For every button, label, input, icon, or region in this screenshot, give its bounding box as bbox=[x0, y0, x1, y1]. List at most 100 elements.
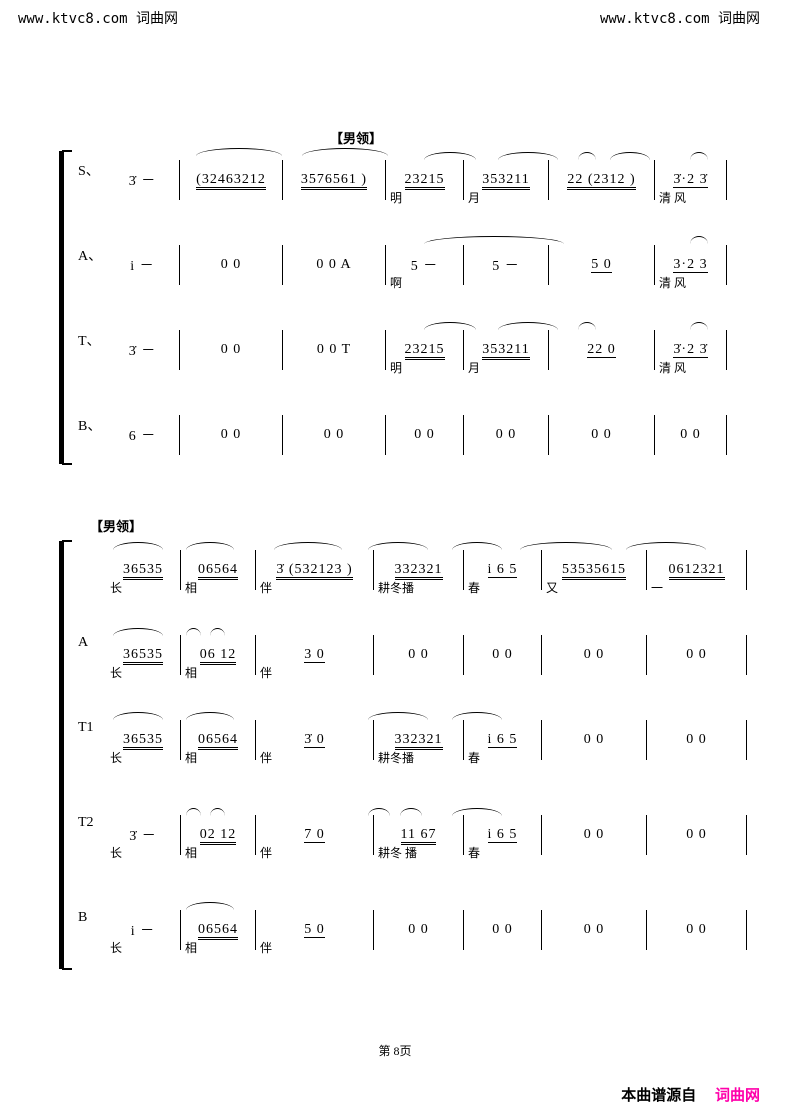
notation: 0 0 bbox=[492, 647, 513, 663]
part-label: T2 bbox=[78, 815, 94, 831]
notation: 0 0 bbox=[591, 427, 612, 443]
lyric bbox=[283, 188, 386, 206]
lyric-row: 长相伴 bbox=[106, 938, 768, 956]
lyric-row: 长相伴耕冬播春又一 bbox=[106, 578, 768, 596]
lyric: 伴 bbox=[256, 578, 374, 596]
slur bbox=[520, 542, 612, 550]
notation: 06564 bbox=[198, 732, 238, 748]
measure: 0 0 bbox=[283, 415, 386, 455]
slur bbox=[113, 542, 163, 550]
notation: 0 0 bbox=[221, 427, 242, 443]
notation: 11 67 bbox=[401, 827, 437, 843]
part-label: T、 bbox=[78, 330, 101, 350]
watermark-right: www.ktvc8.com 词曲网 bbox=[600, 8, 760, 28]
notation: 353211 bbox=[482, 172, 529, 188]
notation: 3̇ － bbox=[129, 170, 157, 190]
slur bbox=[186, 542, 234, 550]
lyric: 又 bbox=[542, 578, 647, 596]
lyric: 清 风 bbox=[655, 188, 727, 206]
lyric: 清 风 bbox=[655, 273, 727, 291]
lyric: 清 风 bbox=[655, 358, 727, 376]
music-system-2: 36535065643̇ (532123 )332321i 6 55353561… bbox=[68, 540, 768, 970]
lyric bbox=[374, 663, 464, 681]
lyric bbox=[549, 358, 655, 376]
notation: 06 12 bbox=[200, 647, 237, 663]
measure-row: 6 － 0 0 0 0 0 0 0 0 0 0 0 0 bbox=[106, 415, 768, 455]
lyric bbox=[106, 188, 180, 206]
notation: 0 0 bbox=[686, 922, 707, 938]
slur bbox=[452, 542, 502, 550]
slur bbox=[578, 322, 596, 330]
notation: 5 － bbox=[492, 255, 520, 275]
notation: 36535 bbox=[123, 732, 163, 748]
notation: 06564 bbox=[198, 922, 238, 938]
lyric bbox=[647, 748, 747, 766]
section-label-1: 【男领】 bbox=[330, 128, 382, 147]
slur bbox=[368, 542, 428, 550]
lyric: 长 bbox=[106, 843, 181, 861]
notation: 23215 bbox=[405, 342, 445, 358]
lyric bbox=[549, 273, 655, 291]
part-label: S、 bbox=[78, 160, 100, 180]
lyric: 耕冬播 bbox=[374, 748, 464, 766]
notation: 3̇ 0 bbox=[304, 732, 325, 748]
notation: 0 0 bbox=[584, 922, 605, 938]
notation: 3·2 3 bbox=[673, 257, 707, 273]
notation: 22 (2312 ) bbox=[567, 172, 635, 188]
slur bbox=[210, 808, 225, 816]
lyric bbox=[542, 938, 647, 956]
credit-prefix: 本曲谱源自 bbox=[621, 1088, 696, 1104]
lyric-row: 长相伴耕冬播春 bbox=[106, 748, 768, 766]
notation: 0 0 bbox=[221, 342, 242, 358]
measure: 0 0 bbox=[655, 415, 727, 455]
lyric bbox=[542, 748, 647, 766]
lyric: 明 bbox=[386, 188, 464, 206]
slur bbox=[498, 322, 558, 330]
part-row: B、6 － 0 0 0 0 0 0 0 0 0 0 0 0 bbox=[78, 415, 768, 455]
lyric bbox=[283, 358, 386, 376]
notation: i 6 5 bbox=[488, 562, 518, 578]
notation: 36535 bbox=[123, 647, 163, 663]
notation: 3576561 ) bbox=[301, 172, 367, 188]
notation: 02 12 bbox=[200, 827, 237, 843]
notation: 5 0 bbox=[591, 257, 612, 273]
lyric bbox=[180, 273, 283, 291]
system-bracket bbox=[62, 150, 72, 465]
notation: 332321 bbox=[395, 732, 443, 748]
lyric: 明 bbox=[386, 358, 464, 376]
lyric: 相 bbox=[181, 578, 256, 596]
notation: 3̇ － bbox=[129, 340, 157, 360]
notation: 7 0 bbox=[304, 827, 325, 843]
notation: 5 － bbox=[411, 255, 439, 275]
measure: 6 － bbox=[106, 415, 180, 455]
notation: 0 0 bbox=[584, 732, 605, 748]
slur bbox=[424, 152, 476, 160]
lyric: 啊 bbox=[386, 273, 464, 291]
notation: 0 0 T bbox=[317, 342, 351, 358]
lyric bbox=[542, 663, 647, 681]
slur bbox=[186, 628, 201, 636]
notation: 0 0 bbox=[584, 647, 605, 663]
slur bbox=[210, 628, 225, 636]
lyric: 一 bbox=[647, 578, 747, 596]
measure: 0 0 bbox=[386, 415, 464, 455]
notation: 3̇·2 3̇ bbox=[673, 172, 707, 188]
part-label: B、 bbox=[78, 415, 101, 435]
notation: 0 0 bbox=[408, 922, 429, 938]
lyric: 相 bbox=[181, 843, 256, 861]
slur bbox=[368, 808, 390, 816]
measure: 0 0 bbox=[464, 415, 549, 455]
notation: 0 0 bbox=[414, 427, 435, 443]
lyric bbox=[180, 188, 283, 206]
notation: i 6 5 bbox=[488, 732, 518, 748]
notation: 0612321 bbox=[669, 562, 725, 578]
slur bbox=[368, 712, 428, 720]
music-system-1: S、3̇ －(324632123576561 )2321535321122 (2… bbox=[68, 150, 768, 465]
notation: 0 0 bbox=[680, 427, 701, 443]
slur bbox=[610, 152, 650, 160]
notation: 36535 bbox=[123, 562, 163, 578]
credit-link[interactable]: 词曲网 bbox=[715, 1088, 760, 1104]
slur bbox=[302, 148, 388, 156]
notation: 0 0 bbox=[686, 647, 707, 663]
notation: 3 0 bbox=[304, 647, 325, 663]
